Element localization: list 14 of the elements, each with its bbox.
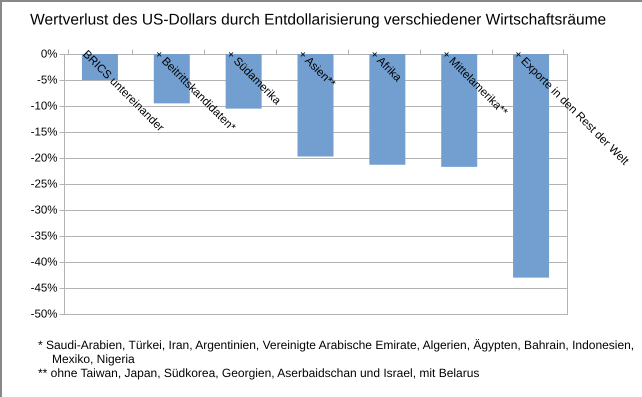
text: * Saudi-Arabien, Türkei, Iran, Argentinien, Vereinigte Arabische Emirate, Algerien, Ägypten, Bahrain, Indonesien, Mexiko, Nigeria — [38, 338, 636, 366]
y-tick-label: -40% — [30, 256, 58, 268]
y-tick-label: -20% — [30, 152, 58, 164]
y-tick-label: 0% — [40, 48, 58, 60]
y-tick-label: -15% — [30, 126, 58, 138]
text: ** ohne Taiwan, Japan, Südkorea, Georgien, Aserbaidschan und Israel, mit Belarus — [38, 366, 480, 380]
y-tick-label: -35% — [30, 230, 58, 242]
y-tick-label: -25% — [30, 178, 58, 190]
chart-title: Wertverlust des US-Dollars durch Entdollarisierung verschiedener Wirtschaftsräume — [30, 12, 606, 28]
y-tick-label: -10% — [30, 100, 58, 112]
y-tick-label: -50% — [30, 308, 58, 320]
y-tick-label: -5% — [37, 74, 58, 86]
y-tick-label: -30% — [30, 204, 58, 216]
y-tick-label: -45% — [30, 282, 58, 294]
